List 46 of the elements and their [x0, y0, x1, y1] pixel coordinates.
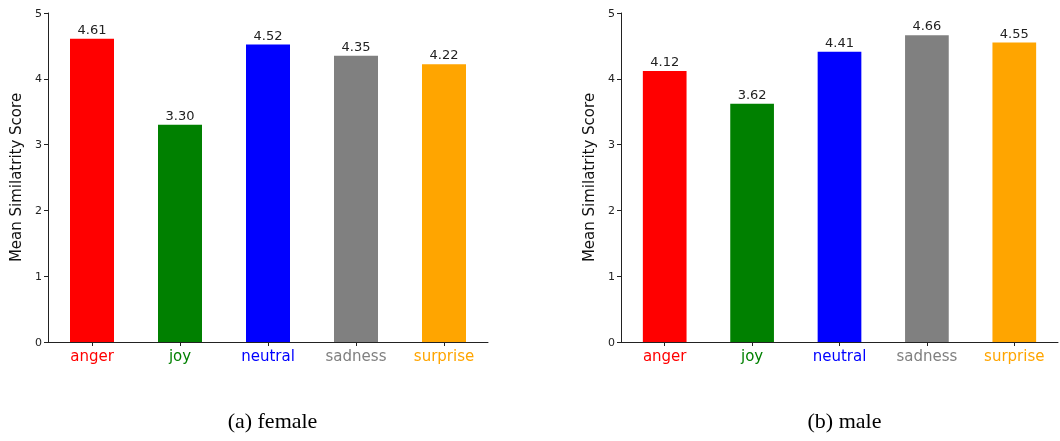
x-tick-label: joy	[739, 346, 764, 365]
bar	[334, 55, 378, 342]
bar	[158, 124, 202, 342]
data-label: 3.62	[737, 86, 767, 102]
y-tick-label: 3	[35, 138, 42, 152]
x-tick-label: neutral	[812, 346, 867, 365]
x-tick-label: neutral	[241, 346, 295, 365]
data-label: 4.35	[341, 38, 371, 54]
y-tick-label: 5	[608, 6, 615, 20]
x-tick-label: joy	[167, 346, 192, 365]
y-axis-title: Mean Similatrity Score	[579, 92, 598, 263]
data-label: 3.30	[165, 107, 195, 123]
bar	[246, 44, 290, 342]
text: (b) male	[807, 407, 882, 433]
x-tick-label: anger	[70, 346, 115, 365]
data-label: 4.41	[825, 34, 854, 50]
y-tick-label: 1	[608, 269, 615, 283]
bar	[992, 42, 1037, 342]
bar	[422, 64, 466, 342]
data-label: 4.66	[912, 18, 942, 34]
y-tick-label: 3	[608, 138, 615, 152]
data-label: 4.55	[999, 25, 1029, 41]
data-label: 4.61	[77, 21, 107, 37]
y-axis-title: Mean Similatrity Score	[6, 92, 25, 263]
x-tick-label: surprise	[413, 346, 475, 365]
y-tick-label: 0	[608, 335, 615, 349]
data-label: 4.12	[650, 53, 680, 69]
data-label: 4.22	[429, 47, 459, 63]
bar	[817, 51, 862, 342]
y-tick-label: 4	[608, 72, 615, 86]
y-tick-label: 4	[35, 72, 42, 86]
y-tick-label: 5	[35, 6, 42, 20]
x-tick-label: surprise	[984, 346, 1045, 365]
bar	[730, 103, 774, 342]
bar	[905, 35, 949, 342]
x-tick-label: sadness	[325, 346, 387, 365]
bar	[70, 38, 114, 342]
x-tick-label: anger	[642, 346, 688, 365]
text: (a) female	[227, 407, 318, 433]
y-tick-label: 1	[35, 269, 42, 283]
y-tick-label: 2	[35, 203, 42, 217]
bar	[642, 70, 687, 342]
x-tick-label: sadness	[896, 346, 958, 365]
y-tick-label: 2	[608, 203, 615, 217]
y-tick-label: 0	[35, 335, 42, 349]
data-label: 4.52	[253, 27, 283, 43]
